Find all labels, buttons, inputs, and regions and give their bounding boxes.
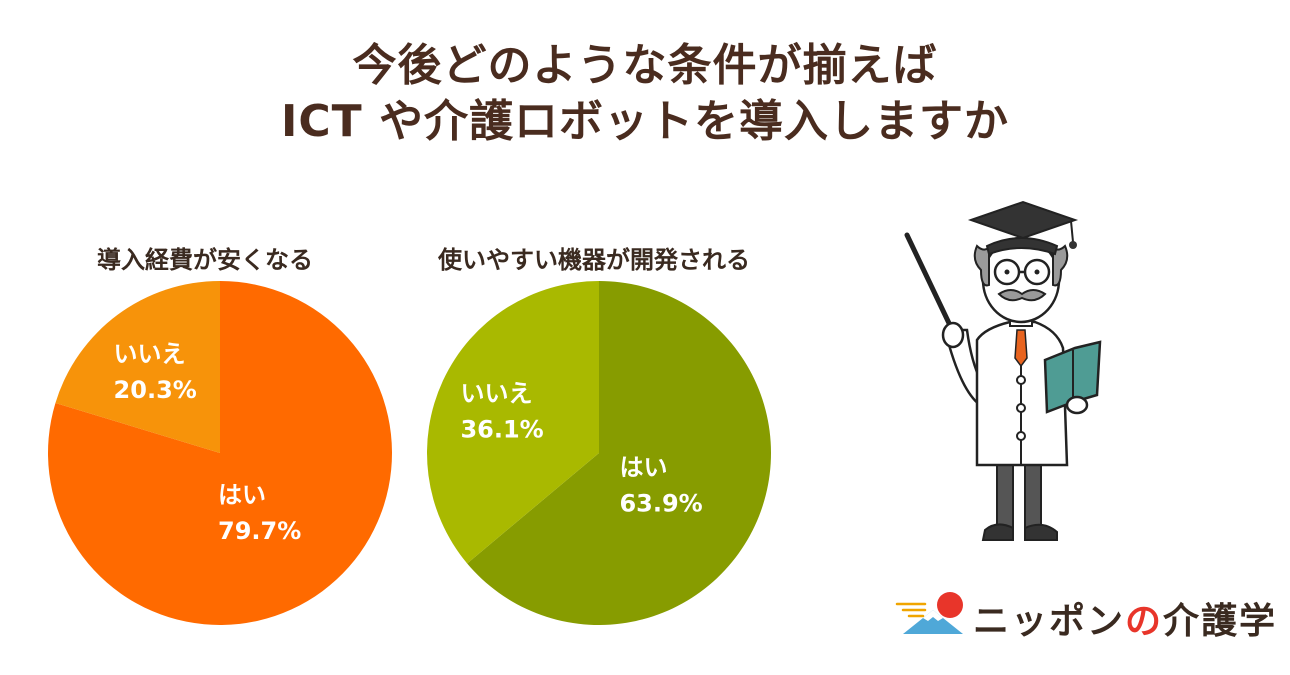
- slice-label: はい: [218, 481, 266, 509]
- logo-text-no: の: [1125, 601, 1164, 642]
- title-line-1: 今後どのような条件が揃えば: [352, 40, 938, 91]
- pie-slice-no: [55, 281, 220, 453]
- chart-1-title: 導入経費が安くなる: [97, 246, 313, 274]
- slice-label: いいえ: [114, 340, 186, 368]
- professor-illustration: [904, 200, 1102, 541]
- slice-value: 63.9%: [619, 490, 702, 518]
- slice-value: 36.1%: [460, 415, 543, 443]
- slice-value: 20.3%: [114, 376, 197, 404]
- slice-label: いいえ: [460, 379, 532, 407]
- pie-slice-yes: [467, 281, 771, 625]
- logo-mountain-sun-icon: [895, 592, 963, 634]
- pie-chart-1: はい 79.7% いいえ 20.3%: [48, 281, 393, 625]
- chart-2-title: 使いやすい機器が開発される: [438, 246, 750, 274]
- pie-slice-yes: [48, 281, 393, 625]
- title-line-2: ICT や介護ロボットを導入しますか: [281, 96, 1009, 147]
- logo-text: ニッポンの介護学: [973, 592, 1277, 644]
- page-title: 今後どのような条件が揃えば ICT や介護ロボットを導入しますか: [0, 38, 1290, 150]
- pie-chart-2: はい 63.9% いいえ 36.1%: [426, 281, 771, 625]
- logo-text-post: 介護学: [1163, 601, 1278, 642]
- pie-slice-no: [426, 281, 599, 564]
- nippon-kaigogaku-logo: ニッポンの介護学: [895, 590, 1275, 642]
- slice-label: はい: [619, 454, 667, 482]
- slice-value: 79.7%: [218, 517, 301, 545]
- logo-text-pre: ニッポン: [973, 601, 1126, 642]
